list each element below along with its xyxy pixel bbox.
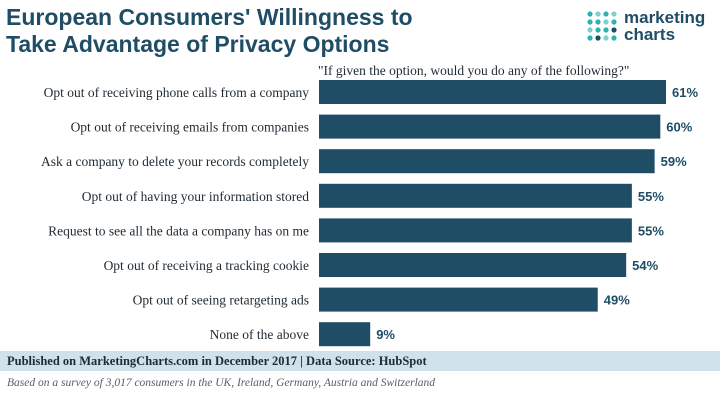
chart-title-line-2: Take Advantage of Privacy Options bbox=[6, 31, 390, 57]
logo-dot bbox=[603, 11, 609, 17]
logo-dot bbox=[611, 27, 617, 33]
logo-dot bbox=[611, 35, 617, 41]
category-label: Opt out of having your information store… bbox=[82, 189, 309, 204]
value-label: 54% bbox=[632, 258, 658, 273]
footer-note: Based on a survey of 3,017 consumers in … bbox=[7, 377, 436, 389]
footer-source: Published on MarketingCharts.com in Dece… bbox=[7, 354, 427, 368]
category-label: None of the above bbox=[210, 327, 309, 342]
logo-dot bbox=[611, 19, 617, 25]
logo-dots-icon bbox=[587, 11, 617, 41]
value-label: 59% bbox=[661, 154, 687, 169]
bar bbox=[319, 80, 666, 104]
category-label: Opt out of receiving emails from compani… bbox=[71, 120, 309, 135]
logo-dot bbox=[595, 19, 601, 25]
footer-band bbox=[0, 351, 720, 371]
value-label: 55% bbox=[638, 223, 664, 238]
logo-text-line-2: charts bbox=[624, 25, 676, 44]
logo-dot bbox=[587, 27, 593, 33]
value-label: 9% bbox=[376, 327, 395, 342]
chart-title-line-1: European Consumers' Willingness to bbox=[6, 4, 413, 30]
category-label: Opt out of receiving a tracking cookie bbox=[104, 258, 309, 273]
category-label: Opt out of seeing retargeting ads bbox=[133, 293, 309, 308]
logo-dot bbox=[587, 19, 593, 25]
marketingcharts-logo: marketing charts bbox=[586, 9, 716, 46]
chart-subtitle: "If given the option, would you do any o… bbox=[318, 63, 630, 78]
logo-dot bbox=[603, 27, 609, 33]
bar bbox=[319, 253, 627, 277]
bar bbox=[319, 183, 632, 208]
bar bbox=[319, 114, 661, 139]
logo-dot bbox=[595, 11, 601, 17]
logo-wordmark: marketing charts bbox=[624, 9, 705, 43]
chart-title: European Consumers' Willingness to Take … bbox=[6, 4, 566, 58]
bar bbox=[319, 218, 632, 243]
bar bbox=[319, 287, 598, 312]
logo-dot bbox=[611, 11, 617, 17]
category-label: Ask a company to delete your records com… bbox=[41, 154, 309, 169]
bar-chart: Opt out of receiving phone calls from a … bbox=[41, 80, 698, 347]
logo-dot bbox=[603, 35, 609, 41]
value-label: 60% bbox=[666, 120, 692, 135]
logo-text-line-1: marketing bbox=[624, 8, 706, 27]
value-label: 49% bbox=[604, 293, 630, 308]
logo-dot bbox=[587, 11, 593, 17]
bar bbox=[319, 322, 371, 347]
logo-dot bbox=[595, 35, 601, 41]
category-label: Opt out of receiving phone calls from a … bbox=[44, 85, 310, 100]
bar bbox=[319, 149, 655, 174]
logo-dot bbox=[595, 27, 601, 33]
logo-dot bbox=[603, 19, 609, 25]
value-label: 55% bbox=[638, 189, 664, 204]
category-label: Request to see all the data a company ha… bbox=[48, 223, 309, 238]
value-label: 61% bbox=[672, 85, 698, 100]
logo-dot bbox=[587, 35, 593, 41]
